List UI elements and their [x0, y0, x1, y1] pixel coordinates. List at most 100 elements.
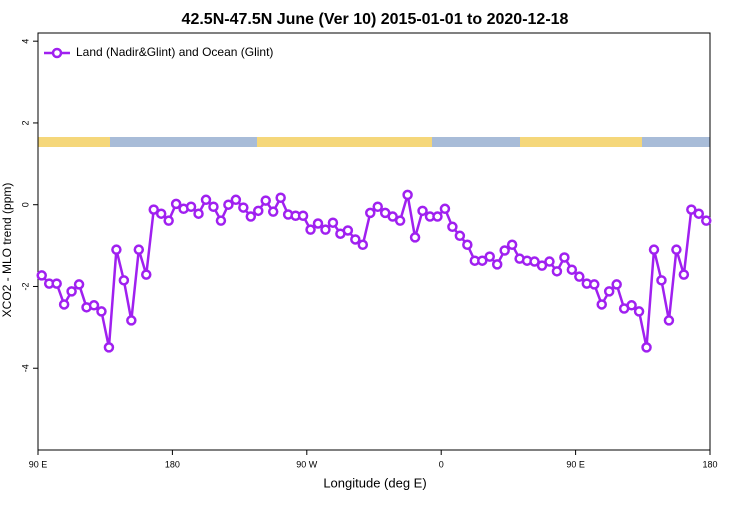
data-point [603, 286, 615, 297]
data-point [215, 215, 227, 226]
data-point [51, 278, 62, 289]
ocean-band [110, 137, 257, 147]
data-point [551, 266, 563, 277]
data-point [596, 299, 607, 310]
data-point [312, 218, 324, 229]
data-point [566, 264, 578, 275]
data-point [365, 207, 376, 219]
data-point [462, 239, 473, 251]
land-band [38, 137, 110, 147]
data-point [245, 211, 257, 222]
data-point [559, 252, 570, 263]
data-point [633, 306, 645, 317]
y-tick-label: -4 [20, 364, 30, 372]
data-point [417, 205, 428, 217]
data-point [66, 286, 77, 297]
data-point [499, 245, 510, 256]
y-tick-label: 2 [20, 120, 30, 125]
data-point [133, 244, 145, 255]
data-point [686, 204, 697, 215]
data-point [394, 215, 406, 226]
x-axis-label: Longitude (deg E) [323, 475, 426, 490]
data-point [536, 260, 548, 271]
data-point [671, 244, 682, 255]
series-line [40, 194, 708, 348]
data-point [656, 275, 667, 286]
data-point [96, 306, 107, 317]
data-point [327, 217, 339, 228]
data-point [208, 201, 219, 212]
land-band [520, 137, 642, 147]
data-point [439, 203, 451, 215]
data-point [126, 315, 137, 326]
data-point [611, 279, 622, 290]
data-point [103, 342, 115, 353]
data-point [641, 342, 652, 353]
data-point [701, 215, 712, 226]
data-point [141, 269, 152, 280]
x-tick-label: 90 E [566, 459, 585, 469]
x-tick-label: 180 [702, 459, 717, 469]
data-point [238, 202, 249, 213]
data-point [58, 299, 70, 310]
data-point [223, 199, 234, 210]
legend-label: Land (Nadir&Glint) and Ocean (Glint) [76, 45, 273, 59]
data-point [447, 221, 458, 233]
data-point [170, 198, 182, 210]
data-point [477, 255, 488, 266]
data-point [267, 206, 279, 217]
data-point [193, 208, 204, 219]
data-point [693, 208, 705, 219]
legend-marker [51, 47, 63, 59]
data-point [320, 224, 331, 235]
data-point [148, 204, 159, 215]
data-point [409, 232, 421, 243]
data-point [402, 189, 413, 201]
data-point [88, 300, 100, 311]
y-axis-label: XCO2 - MLO trend (ppm) [0, 183, 14, 318]
data-point [163, 215, 174, 226]
x-tick-label: 0 [439, 459, 444, 469]
data-point [491, 259, 503, 270]
ocean-band [642, 137, 710, 147]
data-point [253, 205, 264, 217]
data-point [357, 239, 369, 251]
data-point [648, 244, 660, 255]
data-point [36, 270, 47, 281]
data-point [297, 210, 309, 221]
data-point [626, 300, 637, 311]
y-tick-label: 4 [20, 39, 30, 44]
data-point [275, 192, 286, 204]
data-point [185, 201, 197, 212]
data-point [678, 269, 690, 280]
x-tick-label: 90 E [29, 459, 48, 469]
data-point [305, 224, 316, 235]
y-tick-label: 0 [20, 202, 30, 207]
data-point [350, 234, 361, 245]
data-point [484, 251, 495, 262]
surface-band [38, 137, 710, 147]
chart-title: 42.5N-47.5N June (Ver 10) 2015-01-01 to … [182, 11, 569, 28]
ocean-band [432, 137, 520, 147]
x-tick-label: 180 [165, 459, 180, 469]
data-point [506, 239, 518, 251]
data-point [372, 201, 383, 212]
x-tick-label: 90 W [296, 459, 318, 469]
data-point [342, 225, 354, 236]
data-point [155, 208, 167, 219]
data-point [663, 315, 675, 326]
y-tick-label: -2 [20, 282, 30, 290]
plot-frame [37, 32, 711, 451]
data-point [111, 244, 122, 255]
data-point [574, 271, 585, 282]
data-point [200, 194, 212, 206]
data-point [230, 194, 242, 206]
data-point [118, 275, 130, 286]
data-point [544, 256, 555, 267]
land-band [257, 137, 432, 147]
data-point [529, 256, 540, 267]
data-point [432, 211, 443, 222]
data-point [73, 279, 85, 290]
data-point [260, 195, 271, 206]
